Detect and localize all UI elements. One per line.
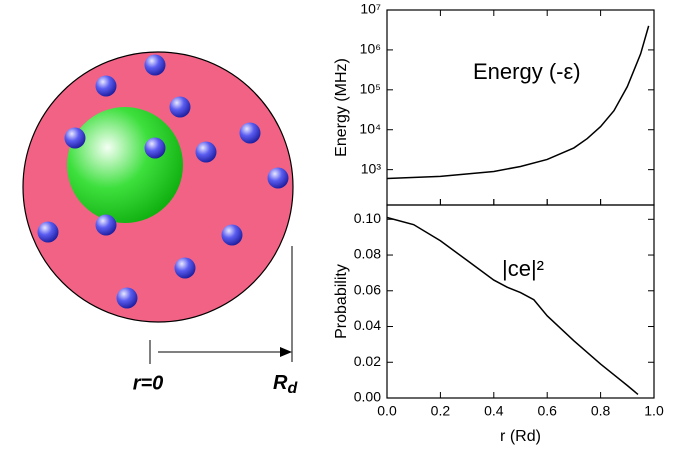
y-tick-label: 0.06 — [354, 281, 381, 297]
x-tick-label: 0.2 — [431, 403, 451, 419]
x-tick-label: 1.0 — [644, 403, 664, 419]
particles — [37, 54, 289, 309]
origin-label: r=0 — [133, 372, 164, 394]
annotation: |ce|² — [502, 256, 544, 281]
x-tick-label: 0.0 — [377, 403, 397, 419]
y-tick-label: 10³ — [361, 160, 382, 176]
y-tick-label: 10⁴ — [359, 120, 381, 136]
radius-label: Rd — [273, 372, 298, 397]
y-axis-label: Energy (MHz) — [333, 58, 350, 157]
particle — [116, 287, 138, 309]
x-tick-label: 0.4 — [484, 403, 504, 419]
x-tick-label: 0.8 — [591, 403, 611, 419]
y-tick-label: 0.04 — [354, 317, 381, 333]
y-tick-label: 0.10 — [354, 210, 381, 226]
particle — [221, 224, 243, 246]
particle — [174, 257, 196, 279]
arrow-head — [280, 347, 292, 357]
particle — [37, 221, 59, 243]
particle — [95, 75, 117, 97]
y-tick-label: 0.00 — [354, 389, 381, 405]
particle — [267, 167, 289, 189]
particle — [195, 141, 217, 163]
plot-frame — [386, 9, 655, 206]
diagram: r=0 Rd — [22, 51, 298, 397]
radius-label-main: R — [273, 372, 288, 394]
data-line — [386, 25, 650, 180]
particle — [239, 122, 261, 144]
core — [67, 107, 183, 223]
y-tick-label: 0.08 — [354, 246, 381, 262]
particle — [144, 54, 166, 76]
plot-frame — [386, 204, 655, 399]
particle — [144, 137, 166, 159]
radius-label-sub: d — [287, 380, 298, 397]
particle — [169, 96, 191, 118]
particle — [95, 214, 117, 236]
y-tick-label: 10⁶ — [360, 41, 381, 57]
y-tick-label: 10⁷ — [360, 1, 381, 17]
particle — [64, 127, 86, 149]
y-axis-label: Probability — [333, 264, 350, 339]
y-tick-label: 10⁵ — [360, 81, 381, 97]
x-axis-label: r (Rd) — [500, 428, 541, 445]
x-tick-label: 0.6 — [537, 403, 557, 419]
data-line — [386, 216, 639, 396]
charts: 10³ 10⁴ 10⁵ 10⁶ 10⁷ Energy (MHz) Energy (-ε) 0.… — [333, 1, 664, 446]
y-tick-label: 0.02 — [354, 353, 381, 369]
annotation: Energy (-ε) — [473, 59, 581, 84]
